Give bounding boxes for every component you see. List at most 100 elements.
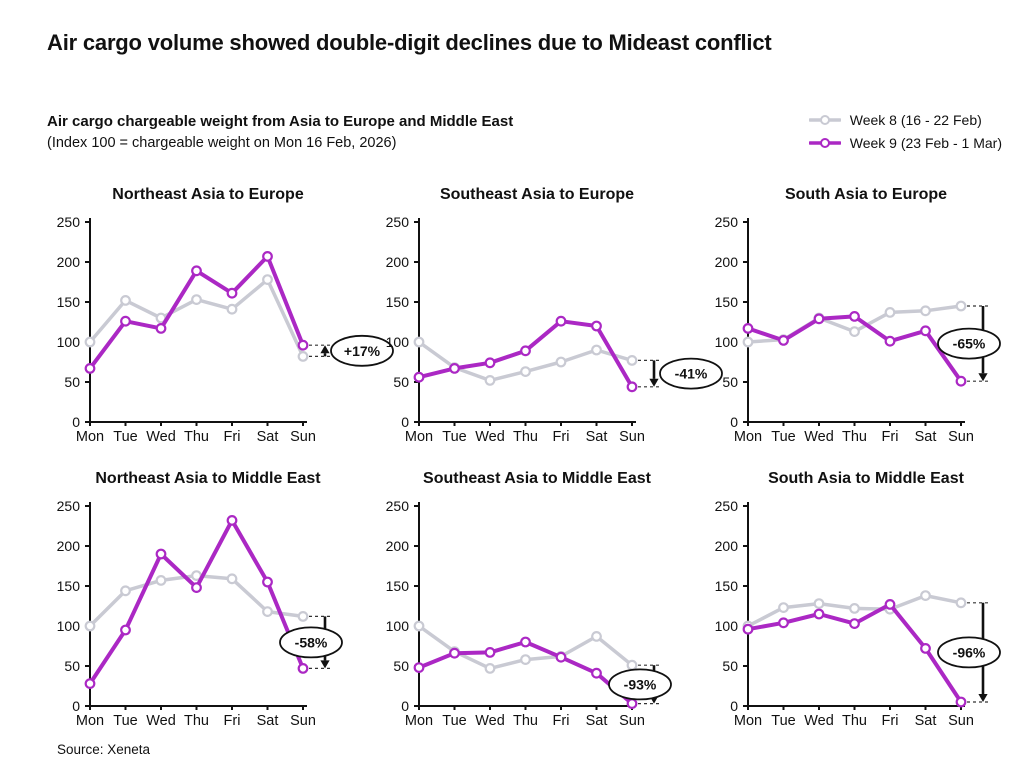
axes: 0 50 100 150 200 250 Mon Tue Wed Thu Fri Sat Sun — [57, 214, 316, 445]
y-tick-label: 250 — [715, 214, 739, 230]
page-title: Air cargo volume showed double-digit dec… — [47, 30, 772, 55]
legend-label-week9: Week 9 (23 Feb - 1 Mar) — [849, 135, 1002, 151]
x-tick-label: Tue — [771, 713, 795, 729]
series-week9 — [84, 514, 309, 690]
x-tick-label: Thu — [842, 429, 867, 445]
y-tick-label: 0 — [72, 698, 80, 714]
x-tick-label: Tue — [113, 713, 137, 729]
legend-item-week9: Week 9 (23 Feb - 1 Mar) — [808, 135, 1002, 151]
line-chart-northeast-asia-europe: 0 50 100 150 200 250 Mon Tue Wed Thu Fri Sat Sun +17% — [57, 214, 394, 445]
arrow-down-icon — [978, 694, 988, 702]
x-tick-label: Sun — [290, 429, 316, 445]
series-week8 — [413, 336, 638, 386]
series-week8 — [84, 570, 309, 632]
y-tick-label: 150 — [57, 578, 81, 594]
x-tick-label: Wed — [804, 713, 834, 729]
x-tick-label: Tue — [771, 429, 795, 445]
x-tick-label: Fri — [882, 429, 899, 445]
y-tick-label: 0 — [401, 698, 409, 714]
y-tick-label: 0 — [401, 414, 409, 430]
chart-subtitle-block: Air cargo chargeable weight from Asia to… — [47, 112, 513, 153]
axes: 0 50 100 150 200 250 Mon Tue Wed Thu Fri Sat Sun — [386, 498, 645, 729]
x-tick-label: Tue — [442, 429, 466, 445]
x-tick-label: Thu — [184, 429, 209, 445]
x-tick-label: Sun — [619, 429, 645, 445]
y-tick-label: 250 — [386, 498, 410, 514]
x-tick-label: Mon — [76, 429, 104, 445]
annotation — [309, 344, 332, 357]
series-week9 — [413, 636, 638, 710]
y-tick-label: 200 — [715, 538, 739, 554]
series-week9 — [742, 598, 967, 708]
y-tick-label: 50 — [393, 658, 409, 674]
y-tick-label: 150 — [57, 294, 81, 310]
chart-south-asia-europe: South Asia to Europe 0 50 100 150 200 250 Mon T… — [698, 186, 1024, 458]
x-tick-label: Sun — [290, 713, 316, 729]
y-tick-label: 250 — [57, 498, 81, 514]
legend: Week 8 (16 - 22 Feb) Week 9 (23 Feb - 1 … — [808, 112, 1002, 151]
arrow-down-icon — [320, 660, 330, 669]
x-tick-label: Fri — [224, 713, 241, 729]
y-tick-label: 250 — [715, 498, 739, 514]
y-tick-label: 200 — [386, 538, 410, 554]
y-tick-label: 0 — [72, 414, 80, 430]
x-tick-label: Fri — [553, 713, 570, 729]
x-tick-label: Tue — [442, 713, 466, 729]
arrow-down-icon — [978, 373, 988, 382]
chart-southeast-asia-mideast: Southeast Asia to Middle East 0 50 100 150 2… — [369, 470, 695, 742]
x-tick-label: Sat — [586, 713, 608, 729]
x-tick-label: Fri — [553, 429, 570, 445]
x-tick-label: Sat — [915, 429, 937, 445]
series-week9 — [84, 251, 309, 374]
annotation-badge: -65% — [937, 327, 1001, 360]
x-tick-label: Thu — [513, 429, 538, 445]
y-tick-label: 50 — [722, 374, 738, 390]
x-tick-label: Mon — [405, 713, 433, 729]
axes: 0 50 100 150 200 250 Mon Tue Wed Thu Fri Sat Sun — [715, 214, 974, 445]
legend-label-week8: Week 8 (16 - 22 Feb) — [849, 112, 982, 128]
annotation-badge: -58% — [279, 626, 343, 659]
y-tick-label: 100 — [57, 334, 81, 350]
line-chart-south-asia-europe: 0 50 100 150 200 250 Mon Tue Wed Thu Fri Sat Sun -65% — [715, 214, 1001, 445]
y-tick-label: 100 — [386, 618, 410, 634]
annotation — [638, 359, 661, 388]
y-tick-label: 200 — [386, 254, 410, 270]
chart-title: South Asia to Europe — [784, 186, 948, 203]
source-note: Source: Xeneta — [57, 742, 151, 757]
x-tick-label: Thu — [184, 713, 209, 729]
y-tick-label: 100 — [386, 334, 410, 350]
chart-title: Southeast Asia to Middle East — [423, 470, 651, 487]
y-tick-label: 200 — [57, 538, 81, 554]
line-chart-southeast-asia-mideast: 0 50 100 150 200 250 Mon Tue Wed Thu Fri Sat Sun -93% — [386, 498, 672, 729]
y-tick-label: 50 — [393, 374, 409, 390]
axes: 0 50 100 150 200 250 Mon Tue Wed Thu Fri Sat Sun — [715, 498, 974, 729]
axes: 0 50 100 150 200 250 Mon Tue Wed Thu Fri Sat Sun — [57, 498, 316, 729]
chart-south-asia-mideast: South Asia to Middle East 0 50 100 150 200 25… — [698, 470, 1024, 742]
chart-southeast-asia-europe: Southeast Asia to Europe 0 50 100 150 200 250… — [369, 186, 723, 458]
y-tick-label: 50 — [722, 658, 738, 674]
x-tick-label: Mon — [734, 429, 762, 445]
y-tick-label: 150 — [386, 578, 410, 594]
y-tick-label: 150 — [715, 578, 739, 594]
annotation-label: -58% — [295, 634, 328, 650]
chart-title: Northeast Asia to Europe — [112, 186, 304, 203]
chart-index-note: (Index 100 = chargeable weight on Mon 16… — [47, 135, 397, 151]
x-tick-label: Wed — [475, 429, 505, 445]
x-tick-label: Wed — [804, 429, 834, 445]
x-tick-label: Tue — [113, 429, 137, 445]
annotation-badge: -96% — [937, 636, 1001, 669]
chart-title: South Asia to Middle East — [768, 470, 964, 487]
charts-grid: Northeast Asia to Europe 0 50 100 150 200 250… — [40, 186, 1024, 742]
annotation-label: -41% — [675, 366, 708, 382]
y-tick-label: 0 — [730, 698, 738, 714]
x-tick-label: Thu — [842, 713, 867, 729]
annotation-badge: +17% — [330, 334, 394, 367]
x-tick-label: Mon — [734, 713, 762, 729]
x-tick-label: Sat — [915, 713, 937, 729]
annotation-label: -93% — [624, 676, 657, 692]
annotation-label: +17% — [344, 343, 381, 359]
x-tick-label: Thu — [513, 713, 538, 729]
x-tick-label: Sun — [948, 713, 974, 729]
line-chart-northeast-asia-mideast: 0 50 100 150 200 250 Mon Tue Wed Thu Fri Sat Sun -58% — [57, 498, 343, 729]
